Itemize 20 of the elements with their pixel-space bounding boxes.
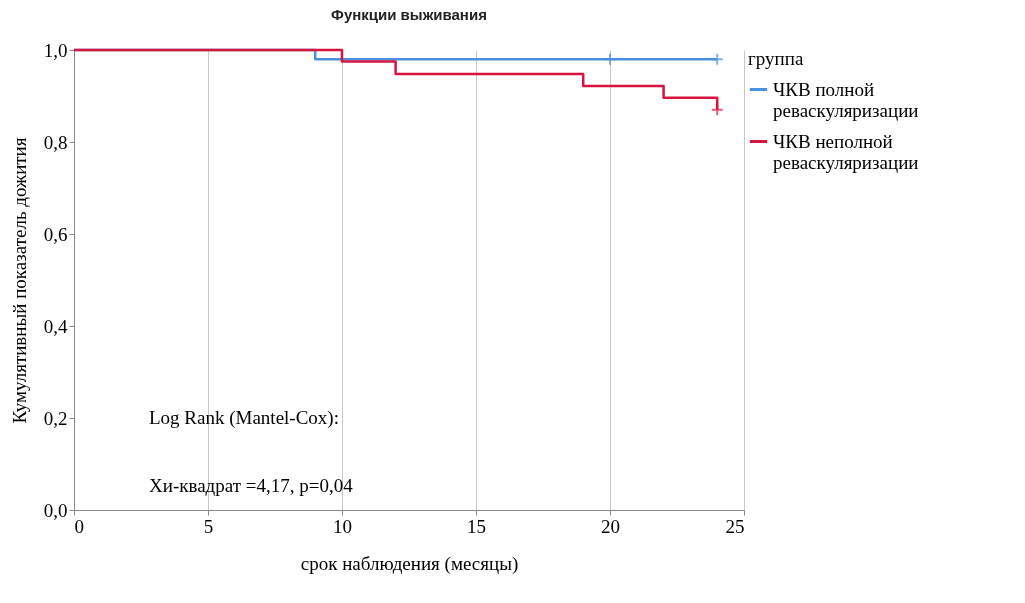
y-tick-label: 1,0 (43, 39, 68, 61)
x-tick-label: 20 (601, 515, 620, 537)
annotation: Log Rank (Mantel-Cox): (149, 407, 339, 429)
annotation: Хи-квадрат =4,17, p=0,04 (149, 475, 354, 496)
x-tick-label: 5 (203, 515, 214, 537)
x-tick-label: 0 (74, 515, 84, 537)
legend-label: ЧКВ неполной реваскуляризации (773, 130, 919, 173)
legend-label: ЧКВ полной реваскуляризации (773, 78, 919, 121)
chart-title: Функции выживания (331, 6, 487, 23)
x-tick-label: 25 (725, 515, 745, 537)
y-tick-label: 0,4 (43, 315, 68, 337)
x-tick-label: 10 (333, 515, 352, 537)
y-axis-title: Кумулятивный показатель дожития (8, 137, 30, 424)
y-tick-label: 0,0 (43, 499, 68, 521)
y-tick-label: 0,8 (43, 131, 68, 153)
y-tick-label: 0,2 (43, 407, 68, 429)
x-tick-label: 15 (467, 515, 486, 537)
legend-title: группа (748, 48, 804, 69)
x-axis-title: срок наблюдения (месяцы) (300, 552, 519, 575)
y-tick-label: 0,6 (43, 223, 68, 245)
